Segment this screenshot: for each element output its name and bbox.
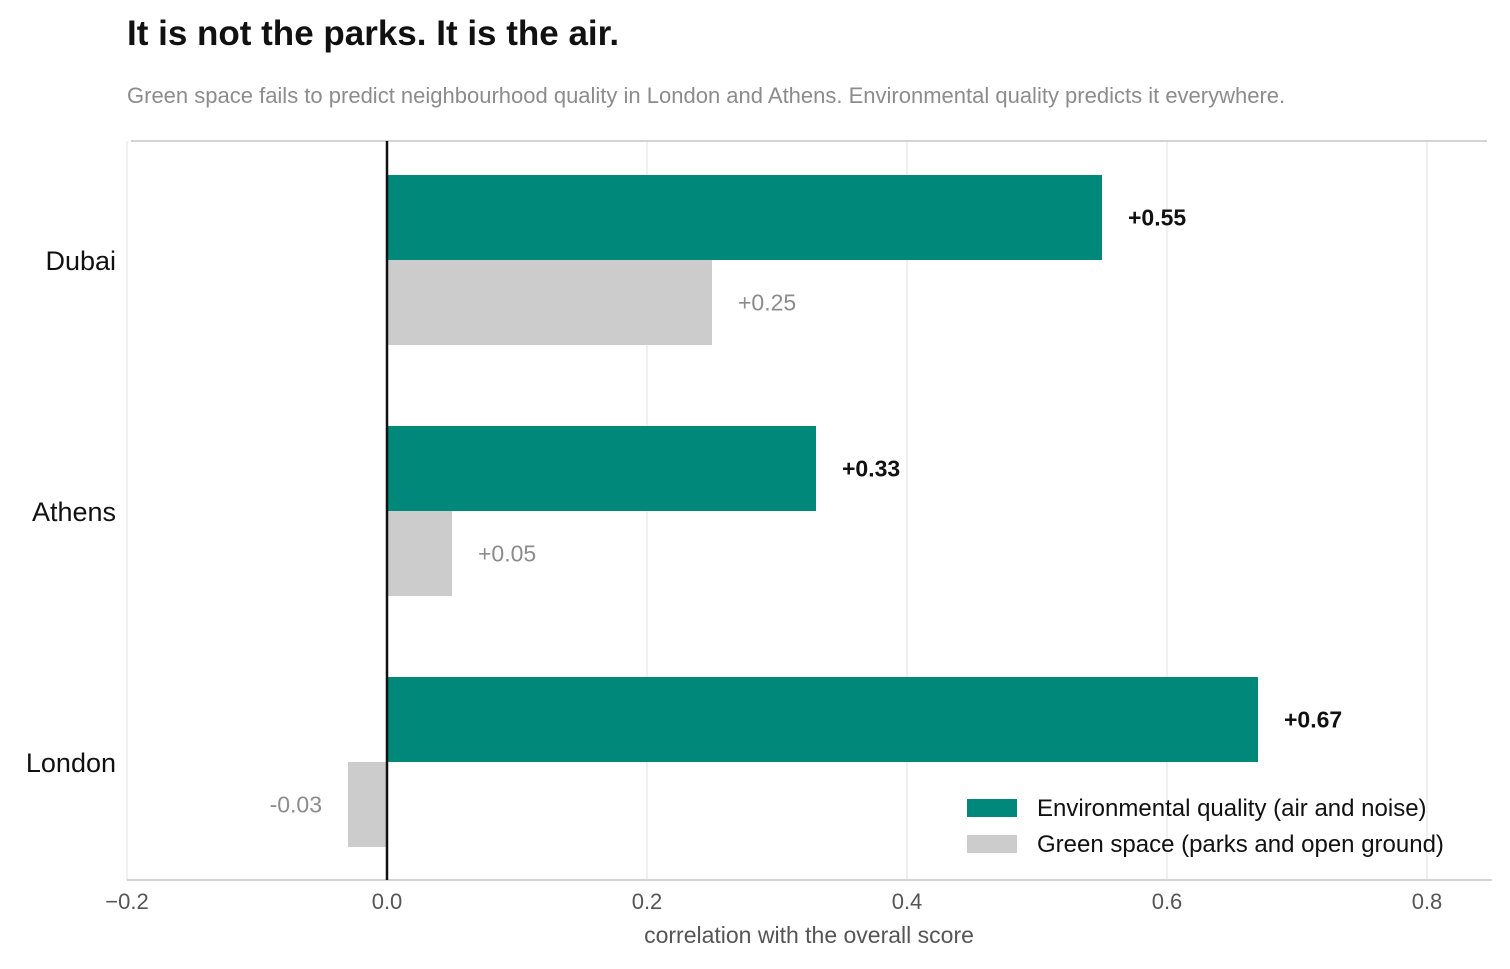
x-tick-label: 0.8 xyxy=(1412,889,1443,914)
green-space-bar xyxy=(387,511,452,596)
x-tick-label: 0.6 xyxy=(1152,889,1183,914)
environmental-bar xyxy=(387,426,816,511)
value-label: -0.03 xyxy=(270,792,322,818)
value-label: +0.67 xyxy=(1284,707,1342,733)
value-label: +0.55 xyxy=(1128,205,1186,231)
value-label: +0.33 xyxy=(842,456,900,482)
x-tick-label: −0.2 xyxy=(105,889,148,914)
chart-title: It is not the parks. It is the air. xyxy=(127,14,620,53)
legend: Environmental quality (air and noise) Gre… xyxy=(967,795,1444,858)
environmental-bar xyxy=(387,677,1258,762)
green-space-bar xyxy=(387,260,712,345)
legend-label: Environmental quality (air and noise) xyxy=(1037,795,1427,822)
value-labels: +0.55 +0.25 +0.33 +0.05 +0.67 -0.03 xyxy=(270,205,1343,818)
bars xyxy=(348,175,1258,847)
environmental-bar xyxy=(387,175,1102,260)
chart-subtitle: Green space fails to predict neighbourho… xyxy=(127,83,1286,108)
x-tick-label: 0.2 xyxy=(632,889,663,914)
value-label: +0.05 xyxy=(478,541,536,567)
category-label: London xyxy=(26,748,116,778)
category-label: Dubai xyxy=(45,246,116,276)
axes: −0.2 0.0 0.2 0.4 0.6 0.8 Dubai Athens London xyxy=(26,141,1442,914)
x-tick-label: 0.0 xyxy=(372,889,403,914)
value-label: +0.25 xyxy=(738,290,796,316)
legend-swatch xyxy=(967,799,1017,817)
plot-frame xyxy=(127,140,1492,881)
legend-swatch xyxy=(967,835,1017,853)
category-label: Athens xyxy=(32,497,116,527)
x-axis-title: correlation with the overall score xyxy=(644,922,974,948)
legend-label: Green space (parks and open ground) xyxy=(1037,831,1444,858)
green-space-bar xyxy=(348,762,387,847)
x-tick-label: 0.4 xyxy=(892,889,923,914)
